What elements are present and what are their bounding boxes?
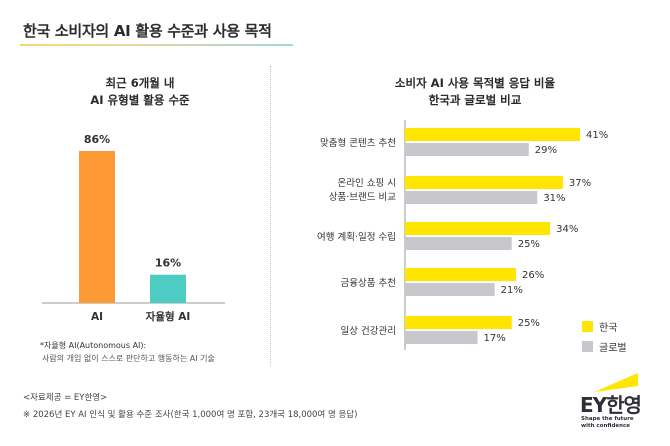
bar-global-label-4: 17% [484, 333, 506, 344]
legend-item-global: 글로벌 [582, 336, 627, 356]
bar-korea-4 [405, 316, 512, 329]
right-chart-title-line1: 소비자 AI 사용 목적별 응답 비율 [394, 76, 556, 90]
legend-swatch-korea [582, 320, 593, 332]
bar-global-3 [405, 283, 495, 296]
footnote-line1: *자율형 AI(Autonomous AI): [40, 341, 147, 350]
source-block: <자료제공 = EY한영> ※ 2026년 EY AI 인식 및 활용 수준 조… [23, 390, 357, 424]
legend: 한국 글로벌 [582, 316, 627, 356]
bar-value-label-0: 86% [84, 133, 110, 146]
category-label-1-line2: 상품·브랜드 비교 [329, 192, 396, 203]
bar-global-1 [405, 191, 538, 204]
bar-global-0 [405, 143, 529, 156]
bar-global-2 [405, 237, 512, 250]
category-label-1-line1: 온라인 쇼핑 시 [338, 178, 396, 189]
bar-global-label-1: 31% [543, 193, 565, 204]
bar-global-label-2: 25% [518, 239, 540, 250]
legend-label-global: 글로벌 [599, 342, 627, 354]
category-label-2: 여행 계획·일정 수립 [317, 231, 396, 243]
bar-korea-1 [405, 176, 563, 189]
left-chart-title-line2: AI 유형별 활용 수준 [90, 93, 190, 107]
category-label-0: 맞춤형 콘텐츠 추천 [320, 137, 396, 149]
legend-item-korea: 한국 [582, 316, 627, 336]
category-label-3: 금융상품 추천 [341, 278, 396, 289]
logo-tagline: Shape the future with confidence [581, 416, 634, 429]
left-chart-title-line1: 최근 6개월 내 [105, 76, 175, 90]
category-label-4: 일상 건강관리 [341, 326, 396, 337]
ey-logo: EY한영 Shape the future with confidence [580, 372, 660, 436]
bar-global-label-3: 21% [501, 285, 523, 296]
survey-note: ※ 2026년 EY AI 인식 및 활용 수준 조사(한국 1,000여 명 … [23, 410, 358, 420]
bar-korea-label-1: 37% [569, 178, 591, 189]
right-chart-title-line2: 한국과 글로벌 비교 [428, 93, 522, 107]
bar-0 [79, 151, 115, 303]
footnote: *자율형 AI(Autonomous AI): 사람의 개입 없이 스스로 판단… [40, 339, 215, 365]
category-label-1: 자율형 AI [146, 310, 191, 323]
logo-wordmark: EY한영 [580, 393, 642, 417]
section-divider [270, 66, 271, 366]
category-label-0: AI [91, 311, 103, 323]
logo-tagline-line2: with confidence [581, 422, 631, 429]
legend-swatch-global [582, 340, 593, 352]
bar-korea-label-2: 34% [556, 224, 578, 235]
bar-value-label-1: 16% [155, 257, 181, 270]
footnote-line2: 사람의 개입 없이 스스로 판단하고 행동하는 AI 기술 [42, 354, 215, 363]
left-chart-title: 최근 6개월 내 AI 유형별 활용 수준 [30, 75, 250, 109]
bar-korea-3 [405, 268, 516, 281]
bar-korea-label-0: 41% [586, 130, 608, 141]
bar-korea-label-4: 25% [518, 318, 540, 329]
logo-tagline-line1: Shape the future [581, 416, 634, 422]
bar-global-label-0: 29% [535, 145, 557, 156]
bar-korea-2 [405, 222, 551, 235]
bar-1 [150, 274, 186, 303]
ai-purpose-bar-chart: 41% 29% 맞춤형 콘텐츠 추천 37% 31% 온라인 쇼핑 시상품·브랜드 비교 3… [317, 120, 608, 350]
page-title: 한국 소비자의 AI 활용 수준과 사용 목적 [23, 22, 272, 40]
legend-label-korea: 한국 [599, 322, 618, 334]
ai-type-bar-chart: 86% AI 16% 자율형 AI [42, 133, 225, 323]
bar-global-4 [405, 331, 478, 344]
source-credit: <자료제공 = EY한영> [23, 393, 108, 403]
bar-korea-label-3: 26% [522, 270, 544, 281]
right-chart-title: 소비자 AI 사용 목적별 응답 비율 한국과 글로벌 비교 [340, 75, 610, 109]
bar-korea-0 [405, 128, 580, 141]
title-underline [20, 44, 293, 46]
